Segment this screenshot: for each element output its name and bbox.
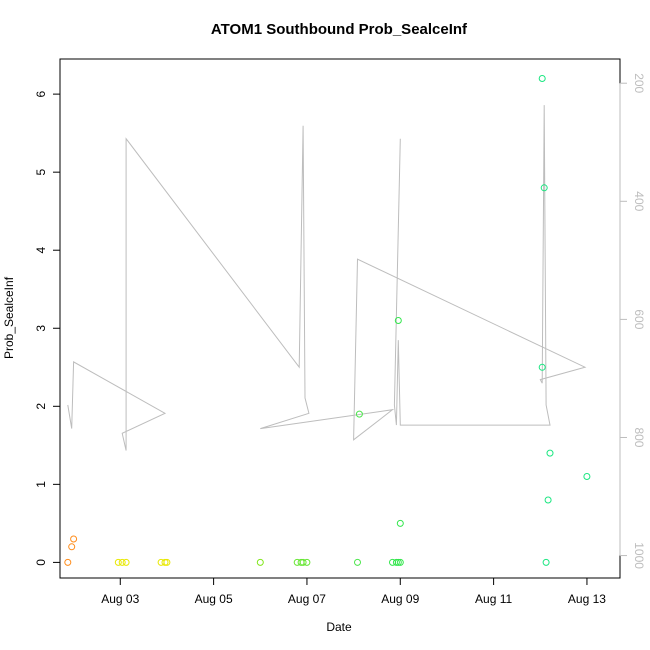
data-point [299, 558, 307, 566]
data-point [70, 535, 78, 543]
x-axis-label: Date [326, 620, 352, 634]
y2-tick-label: 200 [632, 73, 646, 93]
y-tick-label: 3 [34, 325, 48, 332]
y-tick-label: 5 [34, 169, 48, 176]
x-axis: Aug 03 Aug 05 Aug 07 Aug 09 Aug 11 Aug 13 [101, 577, 606, 606]
data-point [163, 558, 171, 566]
y2-tick-label: 1000 [632, 542, 646, 569]
data-point [122, 558, 130, 566]
data-point [538, 363, 546, 371]
x-tick-label: Aug 09 [381, 592, 419, 606]
y-tick-label: 1 [34, 481, 48, 488]
data-point [354, 558, 361, 566]
data-point [583, 473, 591, 480]
data-point [256, 558, 264, 566]
data-point [118, 558, 126, 566]
y2-tick-label: 400 [632, 191, 646, 211]
y2-tick-label: 600 [632, 309, 646, 329]
data-point [161, 558, 169, 566]
data-point [544, 496, 552, 504]
data-point [392, 558, 400, 566]
series-line-path [67, 105, 587, 451]
y-axis-label: Prob_SealceInf [2, 276, 16, 359]
y-axis: 0 1 2 3 4 5 6 [34, 90, 61, 566]
x-tick-label: Aug 11 [475, 592, 512, 606]
data-point [303, 558, 311, 566]
data-point [540, 184, 548, 192]
chart-title: ATOM1 Southbound Prob_SealceInf [211, 21, 468, 38]
x-tick-label: Aug 07 [288, 592, 326, 606]
plot-frame [59, 58, 621, 579]
y2-tick-label: 800 [632, 427, 646, 447]
data-point [396, 558, 404, 566]
data-point [114, 558, 122, 566]
series-line [67, 105, 587, 451]
data-point [396, 519, 404, 527]
data-point [394, 317, 402, 324]
data-point [64, 558, 72, 566]
y-tick-label: 6 [34, 90, 48, 97]
data-point [538, 75, 546, 82]
data-point [68, 543, 76, 551]
y-tick-label: 4 [34, 247, 48, 254]
x-tick-label: Aug 05 [195, 592, 233, 606]
data-point [542, 558, 550, 566]
data-point [546, 449, 554, 457]
data-point [355, 410, 363, 418]
data-point [394, 558, 402, 566]
y-tick-label: 0 [34, 559, 48, 566]
x-tick-label: Aug 13 [568, 592, 606, 606]
y2-axis: 200 400 600 800 1000 [619, 73, 646, 569]
series-points [64, 75, 591, 566]
y-tick-label: 2 [34, 403, 48, 410]
x-tick-label: Aug 03 [101, 592, 139, 606]
